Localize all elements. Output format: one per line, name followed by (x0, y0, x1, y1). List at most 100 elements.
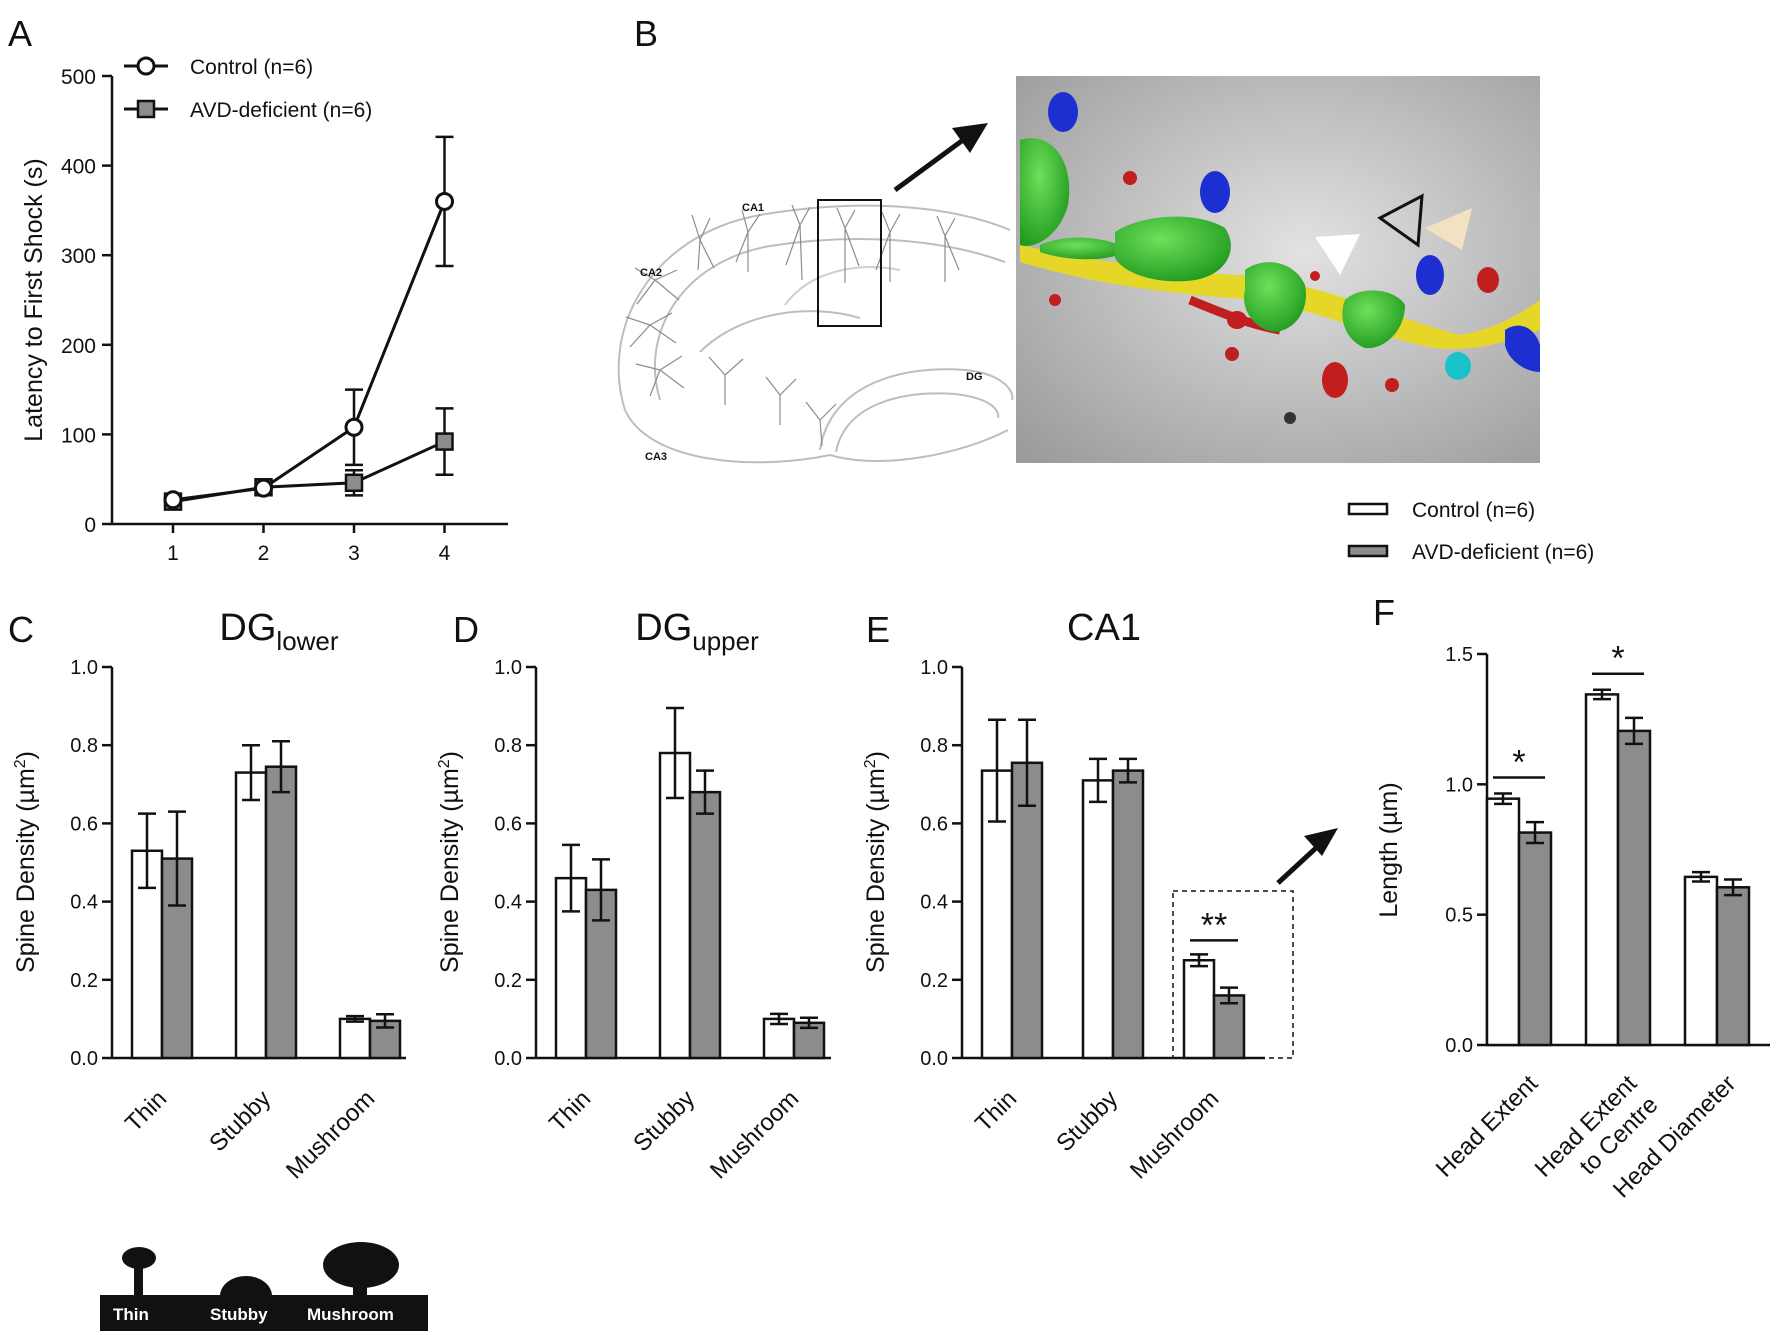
panel-d-y-tick-label: 0.0 (494, 1048, 522, 1070)
label-dg: DG (966, 371, 983, 383)
legend-marker-control (136, 56, 156, 76)
panel-f-error-bar (1494, 792, 1512, 806)
panel-c-y-axis-label: Spine Density (µm2) (12, 751, 40, 973)
panel-e-category-label: Stubby (1051, 1085, 1123, 1157)
legend-label-avd: AVD-deficient (n=6) (1412, 541, 1594, 564)
thin-spine-neck (134, 1256, 143, 1296)
panel-d-bar-control (658, 751, 692, 1060)
panel-a-x-tick-label: 4 (439, 542, 451, 565)
panel-f-error-bar (1526, 820, 1544, 845)
panel-d-y-tick-label: 0.2 (494, 970, 522, 992)
panel-e-bar-chart: 0.0 0.2 0.4 0.6 0.8 1.0 Spine Density (µm2) CA1… (862, 607, 1265, 1184)
panel-a-y-tick-label: 400 (61, 156, 96, 179)
panel-e-y-tick-label: 1.0 (920, 657, 948, 679)
panel-b-hippocampus-sketch (617, 204, 1014, 464)
panel-a-point-control (435, 191, 454, 211)
zoom-arrow-e-head (1304, 828, 1338, 856)
panel-e-category-label: Mushroom (1125, 1085, 1224, 1184)
panel-f-bar-control (1584, 693, 1620, 1047)
panel-c-y-tick-label: 0.8 (70, 735, 98, 757)
panel-c-bar-control (234, 771, 268, 1060)
panel-a-y-tick-label: 300 (61, 245, 96, 268)
panel-e-error-bar (1018, 718, 1036, 808)
panel-c-y-tick-label: 0.2 (70, 970, 98, 992)
schematic-label-mushroom: Mushroom (307, 1305, 394, 1324)
panel-a-y-axis-label: Latency to First Shock (s) (20, 158, 48, 441)
panel-a-x-tick-label: 1 (167, 542, 179, 565)
panel-letter-b: B (634, 13, 658, 54)
panel-a-y-tick-label: 200 (61, 335, 96, 358)
panel-c-category-label: Stubby (204, 1085, 276, 1157)
panel-c-error-bar (242, 743, 260, 802)
panel-a-line-chart: 0 100 200 300 400 500 1 2 3 4 Latency to First Sho… (20, 56, 508, 565)
panel-f-y-tick-label: 0.0 (1445, 1035, 1473, 1057)
panel-e-bar-avd (1010, 761, 1044, 1060)
panel-f-bar-control (1683, 875, 1719, 1047)
panel-d-y-tick-label: 0.4 (494, 892, 522, 914)
panel-d-category-label-line: Mushroom (705, 1085, 804, 1184)
panel-e-error-bar (1190, 953, 1208, 968)
label-ca3: CA3 (645, 451, 667, 463)
panel-letter-f: F (1373, 592, 1395, 633)
panel-d-error-bar (666, 706, 684, 800)
panel-e-category-label-line: Thin (970, 1085, 1022, 1137)
panel-a-x-tick-label: 2 (258, 542, 270, 565)
panel-e-bar-avd (1212, 994, 1246, 1060)
panel-d-error-bar (562, 843, 580, 913)
thin-spine-head (122, 1247, 156, 1269)
panel-d-title: DGupper (635, 607, 759, 656)
panel-c-category-label-line: Mushroom (281, 1085, 380, 1184)
panel-c-bar-chart: 0.0 0.2 0.4 0.6 0.8 1.0 Spine Density (µm2) DGl… (12, 607, 406, 1184)
panel-d-y-axis-label: Spine Density (µm2) (436, 751, 464, 973)
label-ca2: CA2 (640, 267, 662, 279)
panel-c-category-label: Thin (120, 1085, 172, 1137)
panel-c-category-label-line: Thin (120, 1085, 172, 1137)
panel-f-error-bar (1625, 716, 1643, 746)
panel-e-bar-avd (1111, 769, 1145, 1060)
panel-d-bar-chart: 0.0 0.2 0.4 0.6 0.8 1.0 Spine Density (µm2) DGu… (436, 607, 831, 1184)
panel-e-y-tick-label: 0.0 (920, 1048, 948, 1070)
legend-label-control: Control (n=6) (1412, 499, 1535, 522)
panel-a-y-tick-label: 0 (84, 514, 96, 537)
panel-a-y-tick-label: 100 (61, 424, 96, 447)
panel-f-significance-stars: * (1512, 743, 1525, 781)
panel-e-title: CA1 (1067, 607, 1141, 649)
legend-marker-avd (136, 99, 156, 119)
panel-letter-e: E (866, 609, 890, 650)
stubby-spine-head (220, 1276, 272, 1316)
panel-a-point-control (254, 478, 273, 498)
panel-d-y-tick-label: 0.6 (494, 813, 522, 835)
panel-c-bar-control (338, 1017, 372, 1060)
panel-f-bar-control (1485, 797, 1521, 1047)
ca1-region-box (817, 199, 882, 327)
panel-e-significance-stars: ** (1201, 906, 1227, 944)
panel-e-error-bar (1220, 986, 1238, 1005)
panel-c-error-bar (346, 1014, 364, 1023)
panel-f-y-axis-label: Length (µm) (1375, 782, 1403, 917)
legend-label-control: Control (n=6) (190, 56, 313, 79)
panel-d-error-bar (592, 858, 610, 922)
panel-a-x-tick-label: 3 (348, 542, 360, 565)
panel-a-point-avd (435, 432, 454, 451)
panel-f-error-bar (1724, 878, 1742, 897)
zoom-arrow-b-head (952, 123, 988, 153)
panel-d-y-tick-label: 1.0 (494, 657, 522, 679)
panel-c-category-label: Mushroom (281, 1085, 380, 1184)
panel-a-point-control (163, 490, 183, 510)
panel-letter-a: A (8, 13, 32, 54)
mushroom-spine-head (323, 1242, 399, 1288)
panel-a-point-avd (344, 473, 364, 493)
panel-e-category-label-line: Stubby (1051, 1085, 1123, 1157)
panel-d-category-label: Mushroom (705, 1085, 804, 1184)
panel-letter-d: D (453, 609, 479, 650)
panel-c-y-tick-label: 0.4 (70, 892, 98, 914)
panel-e-error-bar (1089, 757, 1107, 804)
panel-e-category-label: Thin (970, 1085, 1022, 1137)
legend-swatch-control (1347, 502, 1389, 516)
panel-d-category-label-line: Stubby (628, 1085, 700, 1157)
schematic-label-thin: Thin (113, 1305, 149, 1324)
bar-legend: Control (n=6) AVD-deficient (n=6) (1347, 499, 1594, 564)
panel-c-error-bar (138, 812, 156, 890)
panel-f-category-label-line: Head Extent (1431, 1070, 1544, 1183)
